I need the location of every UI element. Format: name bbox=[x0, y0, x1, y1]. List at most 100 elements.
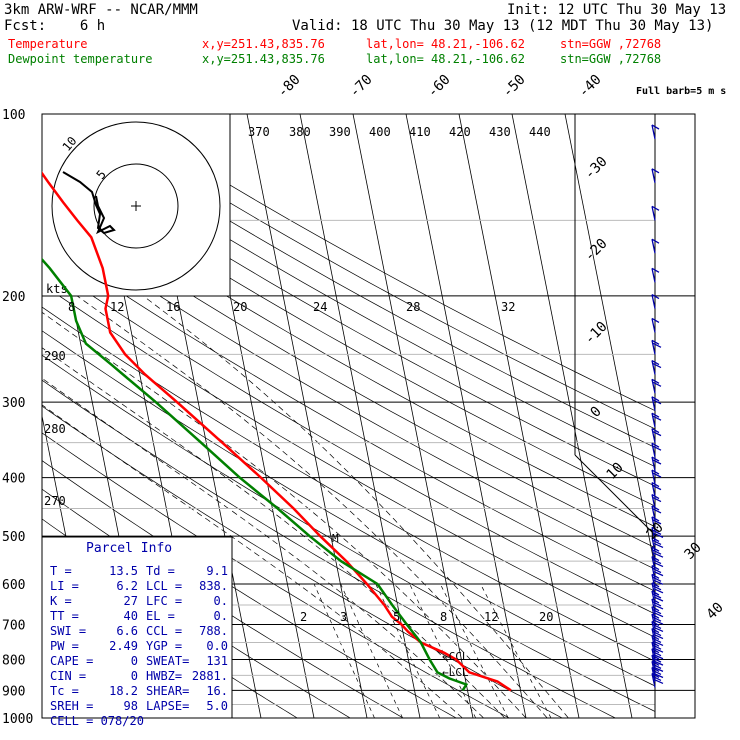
wind-barb-flag bbox=[651, 238, 660, 244]
speed-label: 8 bbox=[68, 300, 75, 314]
wind-barb-flag bbox=[652, 539, 662, 546]
theta-label: 420 bbox=[449, 125, 471, 139]
wind-barb-flag bbox=[651, 526, 660, 532]
speed-label: 12 bbox=[110, 300, 124, 314]
wind-barb-flag bbox=[653, 666, 664, 672]
wind-barb-flag bbox=[651, 620, 660, 627]
wind-barb-flag bbox=[652, 568, 662, 574]
wind-barb-flag bbox=[653, 604, 664, 610]
parcel-info-box: Parcel Info T = 13.5 Td = 9.1 LI = 6.2 LCL = 838… bbox=[41, 536, 233, 728]
parcel-info-value: 40 bbox=[124, 609, 138, 623]
wind-barb-flag bbox=[653, 532, 664, 538]
parcel-info-key: SREH = bbox=[50, 699, 93, 713]
wind-barb bbox=[651, 494, 656, 509]
wind-barb-flag bbox=[652, 381, 662, 387]
wind-barb-flag bbox=[653, 596, 664, 602]
parcel-info-value: 0. bbox=[214, 594, 228, 608]
series-layer bbox=[42, 171, 512, 692]
wind-barb-flag bbox=[651, 660, 660, 666]
hodograph-ring bbox=[93, 163, 179, 249]
wind-barb-flag bbox=[651, 654, 660, 660]
wind-barb bbox=[651, 396, 656, 411]
speed-label: 28 bbox=[406, 300, 420, 314]
dewpoint-line bbox=[42, 257, 469, 692]
wind-barb bbox=[651, 124, 656, 140]
isotherm-label: -40 bbox=[576, 72, 605, 101]
wind-barb-flag bbox=[652, 616, 662, 622]
wind-barb-flag bbox=[652, 623, 662, 630]
wind-barb-flag bbox=[651, 573, 660, 579]
parcel-info-key: T = bbox=[50, 564, 72, 578]
wind-barb-flag bbox=[651, 359, 660, 366]
wind-barb-flag bbox=[651, 396, 660, 402]
speed-label: 32 bbox=[501, 300, 515, 314]
parcel-info-key: K = bbox=[50, 594, 72, 608]
wind-barb-flag bbox=[653, 542, 664, 549]
wind-barb-flag bbox=[651, 267, 660, 273]
parcel-info-value: 6.2 bbox=[116, 579, 138, 593]
temperature-line bbox=[42, 171, 512, 692]
parcel-info-value: 16. bbox=[206, 684, 228, 698]
pressure-label: 600 bbox=[2, 578, 25, 593]
wind-barb-flag bbox=[651, 505, 660, 511]
wind-barb-legend: Full barb=5 m s bbox=[636, 86, 726, 97]
wind-barb-flag bbox=[651, 339, 660, 345]
mixing-ratio-label: 3 bbox=[340, 610, 347, 624]
parcel-info-key: SHEAR= bbox=[146, 684, 189, 698]
wind-barb bbox=[651, 673, 656, 688]
wind-barb bbox=[651, 482, 656, 497]
wind-barb-flag bbox=[651, 648, 660, 654]
parcel-info-key: LAPSE= bbox=[146, 699, 189, 713]
wind-barb-flag bbox=[652, 415, 662, 421]
wind-barb bbox=[651, 456, 656, 472]
temperature-station: stn=GGW ,72768 bbox=[560, 37, 662, 51]
parcel-info-cell: CELL = 078/20 bbox=[50, 714, 144, 728]
dewpoint-latlon: lat,lon= 48.21,-106.62 bbox=[366, 52, 525, 66]
wind-barb-flag bbox=[653, 654, 664, 660]
dewpoint-xy: x,y=251.43,835.76 bbox=[202, 52, 325, 66]
parcel-info-value: 6.6 bbox=[116, 624, 138, 638]
wind-barb-flag bbox=[652, 431, 662, 437]
theta-label: 370 bbox=[248, 125, 270, 139]
mixing-ratio-label: 2 bbox=[300, 610, 307, 624]
wind-barb-flag bbox=[651, 546, 660, 552]
wind-barb-flag bbox=[651, 666, 660, 673]
pressure-label: 1000 bbox=[2, 712, 33, 727]
speed-label: 20 bbox=[233, 300, 247, 314]
isotherm-label-divider bbox=[574, 454, 656, 536]
mixing-ratio-line bbox=[340, 583, 403, 718]
isotherm-label: -80 bbox=[275, 72, 304, 101]
mixing-ratio-label: 8 bbox=[440, 610, 447, 624]
parcel-info-key: TT = bbox=[50, 609, 79, 623]
theta-label: 410 bbox=[409, 125, 431, 139]
wind-barb-flag bbox=[651, 598, 660, 604]
temperature-legend: Temperature bbox=[8, 37, 88, 51]
parcel-info-value: 0.0 bbox=[206, 639, 228, 653]
wind-barb-flag bbox=[651, 582, 660, 588]
wind-barb-flag bbox=[652, 496, 662, 503]
wind-barb bbox=[651, 294, 656, 309]
wind-barb bbox=[651, 206, 656, 221]
parcel-info-title: Parcel Info bbox=[86, 541, 172, 556]
isotherm-line bbox=[458, 114, 580, 718]
parcel-info-value: 18.2 bbox=[109, 684, 138, 698]
level-marker-m: M bbox=[332, 532, 339, 545]
wind-barb-flag bbox=[651, 124, 660, 130]
series-group bbox=[42, 171, 512, 692]
wind-barb bbox=[651, 469, 656, 485]
wind-barb bbox=[651, 413, 656, 428]
wind-barb-flag bbox=[651, 294, 660, 300]
isotherm-line bbox=[246, 114, 368, 718]
isotherm-label: -60 bbox=[425, 72, 454, 101]
theta-label: 440 bbox=[529, 125, 551, 139]
wind-barb bbox=[651, 318, 656, 333]
isotherm-label: 0 bbox=[588, 404, 605, 421]
theta-left-label: 290 bbox=[44, 349, 66, 363]
wind-barb-flag bbox=[652, 651, 662, 657]
isotherm-label: 40 bbox=[704, 600, 727, 623]
wind-barb-flag bbox=[651, 536, 660, 543]
wind-barb-flag bbox=[652, 637, 662, 644]
parcel-info-key: SWEAT= bbox=[146, 654, 189, 668]
wind-barb-flag bbox=[652, 609, 662, 615]
